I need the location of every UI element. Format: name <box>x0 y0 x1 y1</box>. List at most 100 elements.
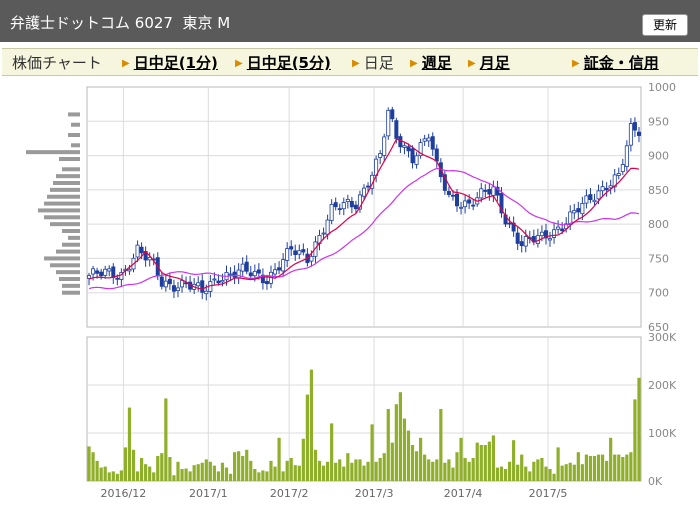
candlestick <box>543 230 548 239</box>
volume-bar <box>596 454 601 481</box>
volume-bar <box>499 466 504 481</box>
volume-bar <box>390 442 394 481</box>
volume-profile-bar <box>56 249 80 254</box>
volume-bar <box>358 459 362 481</box>
volume-bar <box>87 446 91 481</box>
month-tick-label: 2017/4 <box>444 487 483 500</box>
volume-bar <box>370 424 374 481</box>
volume-bar <box>297 465 301 481</box>
tab-label: 証金・信用 <box>583 54 659 72</box>
tab-margin-credit[interactable]: ▶ 証金・信用 <box>572 52 659 73</box>
candlestick <box>511 222 516 232</box>
candlestick <box>349 201 354 208</box>
candlestick <box>329 203 334 221</box>
tab-daily[interactable]: ▶ 日足 <box>352 52 394 73</box>
candlestick <box>99 271 104 277</box>
volume-bar <box>127 407 132 481</box>
candlestick <box>171 285 176 292</box>
candlestick <box>624 145 629 167</box>
candlestick <box>111 266 116 278</box>
volume-bar <box>423 454 427 481</box>
volume-bar <box>617 454 621 481</box>
candlestick <box>256 269 261 274</box>
candlestick <box>321 232 326 235</box>
candlestick <box>616 173 621 176</box>
candlestick <box>515 232 520 244</box>
price-tick-label: 1000 <box>648 81 676 94</box>
triangle-right-icon: ▶ <box>122 58 130 69</box>
volume-bar <box>277 437 281 481</box>
price-tick-label: 800 <box>648 218 669 231</box>
volume-profile-bar <box>50 187 80 192</box>
triangle-right-icon: ▶ <box>572 58 580 69</box>
volume-bar <box>447 459 451 481</box>
volume-bar <box>366 461 370 481</box>
triangle-right-icon: ▶ <box>235 58 243 69</box>
price-tick-label: 950 <box>648 115 669 128</box>
volume-profile-bar <box>62 167 80 172</box>
tab-intraday-1min[interactable]: ▶ 日中足(1分) <box>122 52 218 73</box>
candlestick <box>418 142 423 157</box>
volume-bar <box>410 445 415 481</box>
candlestick <box>382 136 387 156</box>
volume-bar <box>232 452 237 481</box>
volume-bar <box>200 462 204 481</box>
volume-bar <box>237 451 241 481</box>
candlestick <box>483 189 488 192</box>
candlestick <box>248 272 253 277</box>
candlestick <box>200 280 205 293</box>
volume-profile-bar <box>71 143 80 148</box>
volume-bar <box>309 369 314 481</box>
candlestick <box>422 138 427 142</box>
volume-profile-bar <box>68 133 80 137</box>
volume-profile-bar <box>62 283 80 288</box>
candlestick <box>584 195 589 204</box>
volume-bar <box>305 394 309 481</box>
candlestick <box>580 203 585 215</box>
tab-stock-chart: 株価チャート <box>12 52 102 73</box>
volume-bar <box>580 464 584 481</box>
candlestick <box>398 136 403 148</box>
volume-profile-bar <box>62 229 80 233</box>
tab-weekly[interactable]: ▶ 週足 <box>410 52 452 73</box>
volume-bar <box>261 470 265 481</box>
volume-profile-bar <box>62 242 80 247</box>
volume-bar <box>548 469 552 481</box>
price-tick-label: 900 <box>648 150 669 163</box>
tab-intraday-5min[interactable]: ▶ 日中足(5分) <box>235 52 331 73</box>
candlestick <box>333 202 338 208</box>
volume-bar <box>107 472 111 481</box>
candlestick <box>357 194 362 210</box>
volume-bar <box>180 469 184 481</box>
volume-bar <box>402 418 407 481</box>
candlestick <box>325 219 330 235</box>
volume-bar <box>592 456 597 481</box>
volume-profile-bar <box>59 157 80 161</box>
volume-profile-bar <box>44 215 80 220</box>
volume-bar <box>176 461 180 481</box>
candlestick <box>479 188 484 199</box>
volume-profile-bar <box>50 222 80 227</box>
candlestick <box>309 255 314 262</box>
volume-bar <box>212 465 216 481</box>
month-tick-label: 2017/5 <box>529 487 568 500</box>
candlestick <box>556 226 561 230</box>
candlestick <box>600 186 605 192</box>
candlestick <box>495 186 500 196</box>
volume-bar <box>354 459 358 481</box>
candlestick <box>636 131 641 136</box>
candlestick <box>394 120 399 139</box>
volume-bar <box>168 457 172 481</box>
volume-bar <box>253 469 257 481</box>
candlestick <box>361 187 366 197</box>
volume-bar <box>431 461 435 481</box>
volume-profile-bar <box>26 150 80 155</box>
volume-bar <box>600 454 605 481</box>
volume-bar <box>224 467 229 481</box>
update-button[interactable]: 更新 <box>642 14 688 36</box>
tab-monthly[interactable]: ▶ 月足 <box>468 52 510 73</box>
candlestick <box>115 277 120 280</box>
volume-bar <box>605 460 609 481</box>
price-tick-label: 650 <box>648 321 669 334</box>
